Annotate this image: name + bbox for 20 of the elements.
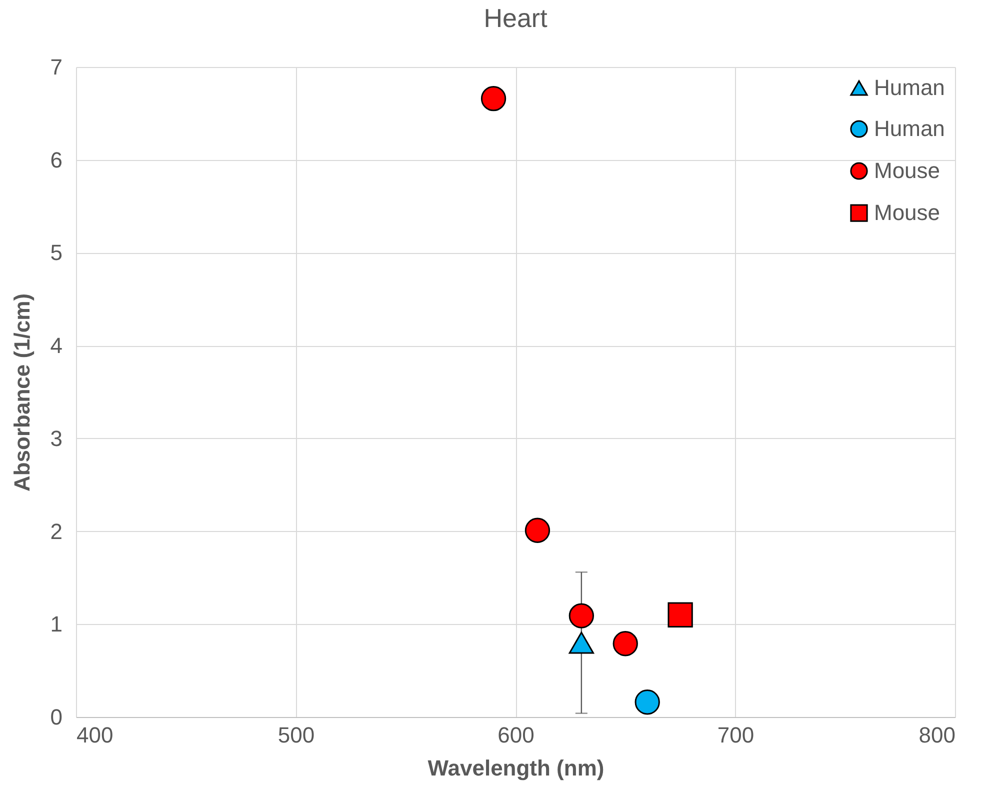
legend-label: Mouse xyxy=(874,200,940,225)
y-tick-label: 3 xyxy=(50,426,62,451)
y-axis-title: Absorbance (1/cm) xyxy=(9,293,34,492)
chart-title: Heart xyxy=(484,3,548,33)
y-tick-label: 6 xyxy=(50,147,62,172)
legend-label: Human xyxy=(874,116,945,141)
x-axis-title: Wavelength (nm) xyxy=(428,756,604,780)
y-tick-label: 5 xyxy=(50,240,62,266)
x-tick-label: 800 xyxy=(918,722,956,748)
y-tick-label: 2 xyxy=(50,518,62,544)
legend-label: Human xyxy=(874,75,945,100)
x-tick-label: 500 xyxy=(278,722,315,748)
x-tick-label: 400 xyxy=(76,722,114,748)
y-tick-label: 7 xyxy=(50,54,62,80)
x-tick-label: 700 xyxy=(717,722,754,748)
y-tick-label: 4 xyxy=(50,333,62,358)
y-tick-label: 1 xyxy=(50,612,62,637)
legend-label: Mouse xyxy=(874,158,940,183)
y-tick-label: 0 xyxy=(50,704,62,730)
x-tick-label: 600 xyxy=(498,722,534,748)
